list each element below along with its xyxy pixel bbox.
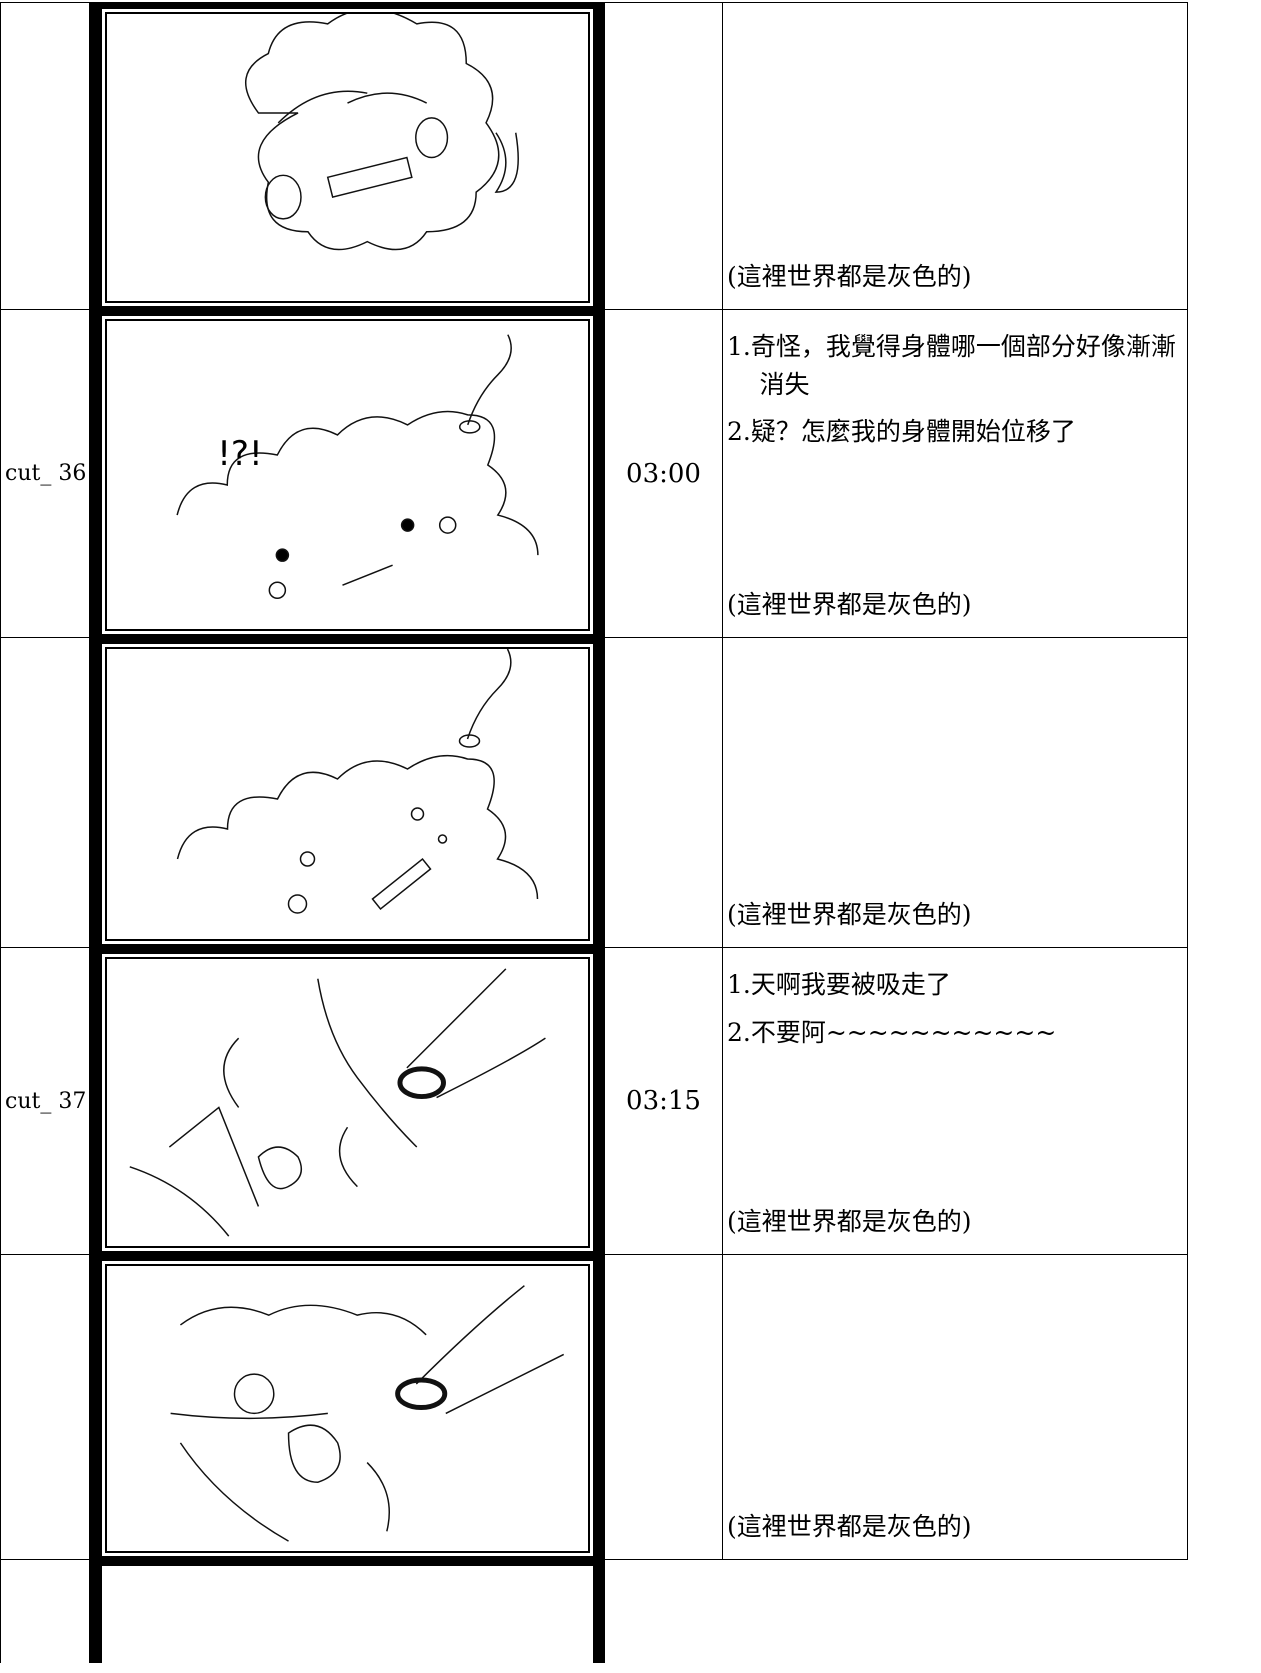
scene-note: (這裡世界都是灰色的) bbox=[727, 589, 972, 619]
dialogue-line: 1.天啊我要被吸走了 bbox=[727, 970, 951, 999]
dialogue-lines: 1.奇怪，我覺得身體哪一個部分好像漸漸消失 2.疑？怎麼我的身體開始位移了 bbox=[727, 328, 1183, 461]
time-cell: 03:00 bbox=[605, 310, 723, 638]
dialogue-cell: (這裡世界都是灰色的) bbox=[723, 3, 1188, 310]
dialogue-line: 1.奇怪，我覺得身體哪一個部分好像漸漸消失 bbox=[727, 332, 1176, 399]
dialogue-cell: (這裡世界都是灰色的) bbox=[723, 638, 1188, 948]
image-cell bbox=[90, 1255, 605, 1560]
svg-text:!?!: !?! bbox=[217, 434, 262, 474]
image-cell: !?! bbox=[90, 310, 605, 638]
sketch: !?! bbox=[105, 319, 590, 631]
time-cell: 03:15 bbox=[605, 948, 723, 1255]
image-cell bbox=[90, 948, 605, 1255]
scene-note: (這裡世界都是灰色的) bbox=[727, 1206, 972, 1236]
time-label: 03:00 bbox=[626, 458, 701, 489]
time-cell bbox=[605, 638, 723, 948]
dialogue-cell: 1.奇怪，我覺得身體哪一個部分好像漸漸消失 2.疑？怎麼我的身體開始位移了 (這裡世… bbox=[723, 310, 1188, 638]
sketch bbox=[105, 12, 590, 303]
time-label: 03:15 bbox=[626, 1086, 701, 1116]
cut-cell bbox=[0, 638, 90, 948]
time-cell bbox=[605, 3, 723, 310]
table-top-border bbox=[0, 2, 1188, 3]
image-cell bbox=[90, 1560, 605, 1673]
storyboard-panel bbox=[102, 9, 593, 306]
sketch bbox=[105, 1264, 590, 1553]
cut-cell bbox=[0, 1560, 90, 1663]
scene-note: (這裡世界都是灰色的) bbox=[727, 261, 972, 291]
storyboard-panel bbox=[102, 644, 593, 944]
cut-cell bbox=[0, 1255, 90, 1560]
cut-cell: cut_ 37 bbox=[0, 948, 90, 1255]
image-cell bbox=[90, 638, 605, 948]
storyboard-panel: !?! bbox=[102, 316, 593, 634]
dialogue-cell: (這裡世界都是灰色的) bbox=[723, 1255, 1188, 1560]
time-cell bbox=[605, 1255, 723, 1560]
storyboard-panel bbox=[102, 1566, 593, 1673]
storyboard-panel bbox=[102, 954, 593, 1251]
storyboard-panel bbox=[102, 1261, 593, 1556]
sketch bbox=[105, 957, 590, 1248]
cut-cell bbox=[0, 3, 90, 310]
scene-note: (這裡世界都是灰色的) bbox=[727, 899, 972, 929]
dialogue-line: 2.不要阿~~~~~~~~~~~ bbox=[727, 1017, 1057, 1047]
cut-label: cut_ 37 bbox=[5, 1088, 87, 1114]
sketch bbox=[105, 647, 590, 941]
cut-label: cut_ 36 bbox=[5, 461, 87, 486]
cut-cell: cut_ 36 bbox=[0, 310, 90, 638]
scene-note: (這裡世界都是灰色的) bbox=[727, 1511, 972, 1541]
dialogue-cell: 1.天啊我要被吸走了 2.不要阿~~~~~~~~~~~ (這裡世界都是灰色的) bbox=[723, 948, 1188, 1255]
dialogue-lines: 1.天啊我要被吸走了 2.不要阿~~~~~~~~~~~ bbox=[727, 966, 1183, 1061]
image-cell bbox=[90, 3, 605, 310]
dialogue-line: 2.疑？怎麼我的身體開始位移了 bbox=[727, 417, 1076, 446]
